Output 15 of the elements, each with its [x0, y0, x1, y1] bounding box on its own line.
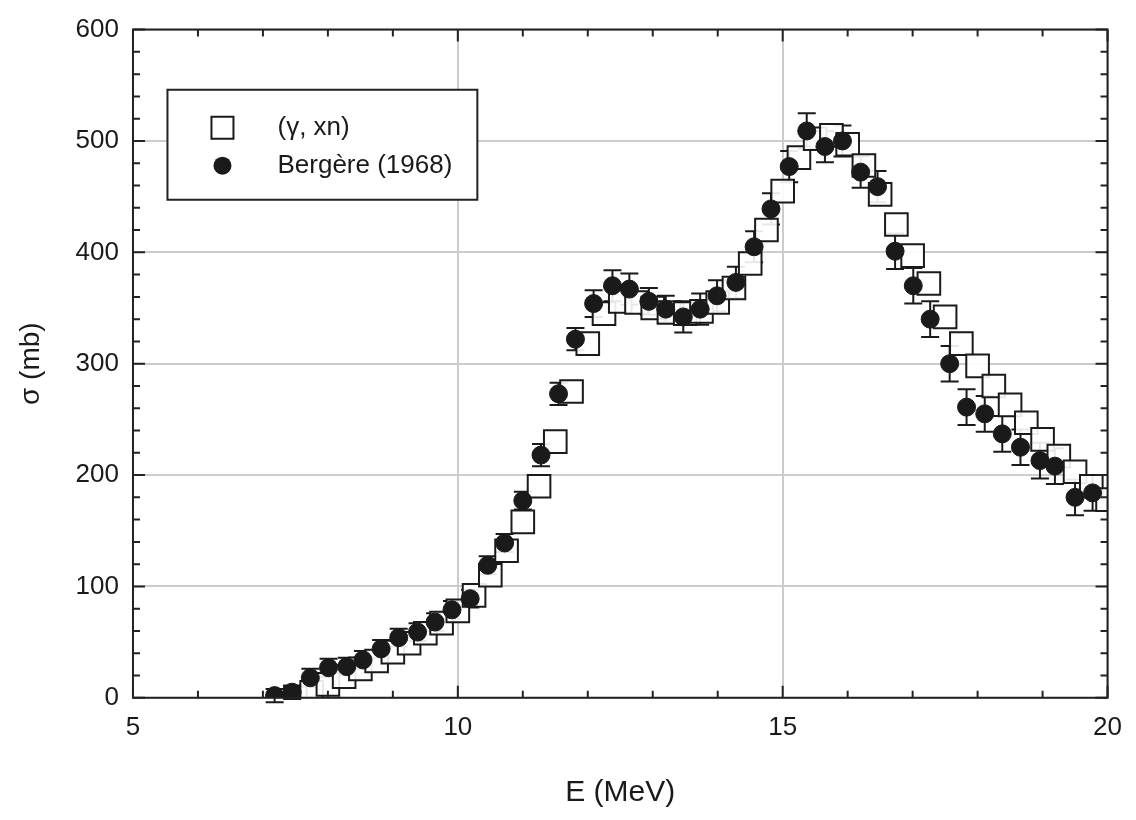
y-tick-label: 0 — [104, 680, 119, 711]
y-tick-label: 100 — [75, 569, 119, 600]
x-tick-label: 10 — [443, 710, 473, 741]
legend-label: (γ, xn) — [277, 110, 350, 141]
y-tick-label: 200 — [75, 458, 119, 489]
x-tick-label: 15 — [768, 710, 798, 741]
y-axis-title: σ (mb) — [13, 322, 45, 405]
x-tick-label: 5 — [125, 710, 141, 741]
x-axis-title: E (MeV) — [565, 774, 676, 808]
x-tick-label: 20 — [1093, 710, 1122, 741]
legend-label: Bergère (1968) — [277, 148, 453, 179]
y-tick-label: 500 — [75, 124, 119, 155]
y-tick-label: 400 — [75, 235, 119, 266]
y-tick-label: 300 — [75, 346, 119, 377]
y-tick-label: 600 — [75, 12, 119, 43]
